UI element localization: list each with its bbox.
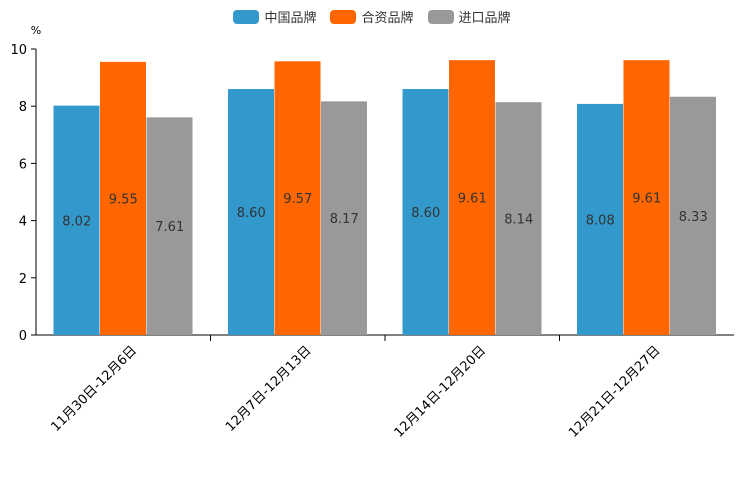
y-axis-unit: % [31, 24, 41, 37]
bar[interactable] [146, 117, 193, 335]
legend-label: 进口品牌 [458, 11, 511, 26]
bar[interactable] [228, 89, 274, 335]
chart-legend: 中国品牌 合资品牌 进口品牌 [0, 7, 744, 26]
legend-label: 中国品牌 [264, 11, 317, 26]
bar-value-label: 9.55 [109, 192, 138, 207]
bar-value-label: 8.33 [679, 210, 708, 225]
bar-value-label: 8.60 [411, 206, 440, 221]
bar[interactable] [670, 96, 716, 336]
bar-value-label: 7.61 [155, 220, 184, 235]
y-tick-label: 2 [19, 272, 27, 287]
legend-swatch [427, 9, 454, 24]
x-tick-label: 11月30日-12月6日 [48, 343, 140, 435]
x-tick-label: 12月21日-12月27日 [566, 343, 663, 440]
bar-value-label: 9.57 [283, 192, 312, 207]
legend-swatch [330, 9, 357, 24]
legend-swatch [233, 9, 260, 24]
bar[interactable] [274, 61, 321, 335]
x-tick-label: 12月14日-12月20日 [392, 343, 489, 440]
bar[interactable] [495, 102, 542, 335]
bar[interactable] [449, 60, 495, 336]
bar-value-label: 8.60 [237, 206, 266, 221]
y-tick-label: 0 [19, 329, 27, 344]
bar-value-label: 8.08 [586, 213, 615, 228]
y-tick-label: 6 [19, 157, 27, 172]
bar[interactable] [53, 105, 100, 336]
legend-item-import-brand[interactable]: 进口品牌 [427, 7, 511, 26]
legend-item-china-brand[interactable]: 中国品牌 [233, 7, 316, 26]
y-tick-label: 10 [10, 43, 27, 58]
bar-value-label: 9.61 [632, 192, 661, 207]
legend-label: 合资品牌 [361, 11, 414, 26]
bar[interactable] [321, 101, 367, 335]
legend-item-jv-brand[interactable]: 合资品牌 [330, 7, 414, 26]
bar-value-label: 8.02 [62, 214, 91, 229]
bar[interactable] [402, 89, 449, 335]
bar-value-label: 9.61 [458, 192, 487, 207]
bar[interactable] [100, 61, 146, 336]
bar-value-label: 8.14 [504, 213, 533, 228]
x-tick-label: 12月7日-12月13日 [223, 343, 315, 435]
bar-value-label: 8.17 [330, 212, 359, 227]
bar[interactable] [577, 103, 623, 335]
y-tick-label: 4 [19, 215, 27, 230]
y-tick-label: 8 [19, 100, 27, 115]
bar[interactable] [623, 60, 670, 336]
